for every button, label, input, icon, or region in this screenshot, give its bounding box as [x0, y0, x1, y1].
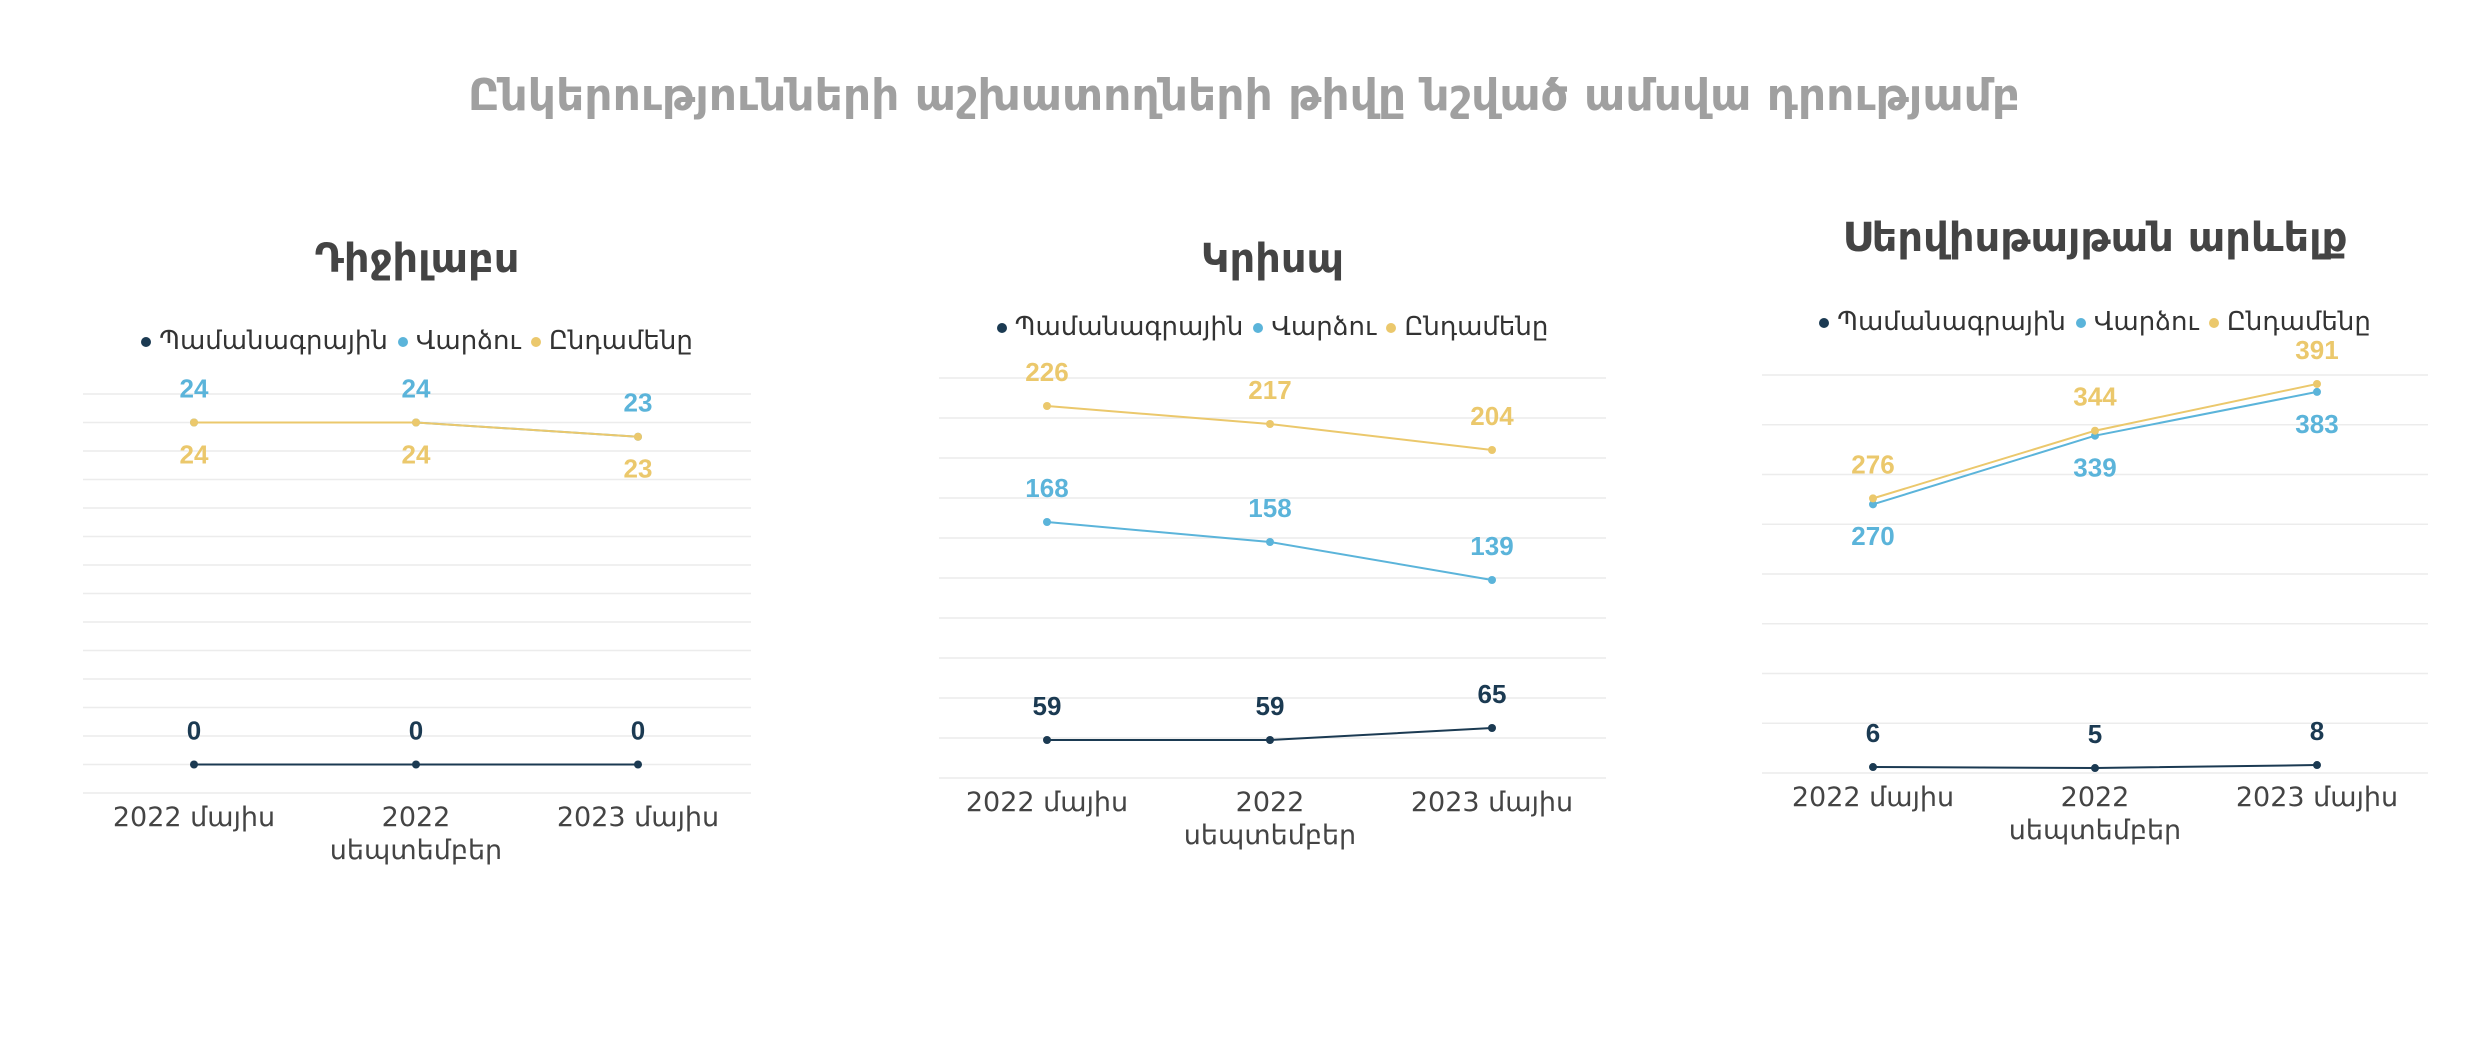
legend: Պամանագրային Վարձու Ընդամենը [1695, 307, 2488, 337]
legend-item: Ընդամենը [530, 326, 693, 356]
legend-label: Վարձու [1271, 312, 1377, 342]
legend-marker [530, 336, 541, 347]
legend-item: Պամանագրային [1819, 307, 2066, 337]
point [190, 760, 198, 769]
data-label: 344 [2073, 382, 2117, 412]
legend-label: Պամանագրային [159, 326, 388, 356]
legend-label: Ընդամենը [548, 326, 693, 356]
data-label: 5 [2088, 719, 2102, 749]
x-tick-label: 2023 մայիս [1410, 787, 1574, 818]
point [1266, 420, 1274, 428]
point [2313, 379, 2321, 388]
legend-item: Ընդամենը [2208, 307, 2371, 337]
chart-title: Կրիսպ [1200, 236, 1345, 282]
legend-item: Պամանագրային [996, 312, 1244, 342]
data-label: 59 [1033, 691, 1062, 721]
data-label: 23 [624, 388, 653, 418]
data-label: 339 [2073, 453, 2116, 483]
point [1043, 518, 1051, 526]
point [1869, 500, 1877, 509]
point [1488, 576, 1496, 584]
data-label: 0 [409, 715, 423, 745]
point [1869, 494, 1877, 503]
point [1043, 736, 1051, 744]
data-label: 158 [1248, 493, 1291, 523]
x-tick-label: 2022 մայիս [112, 802, 276, 833]
data-label: 226 [1025, 357, 1068, 387]
series-line [1046, 521, 1493, 581]
data-label: 65 [1478, 679, 1507, 709]
data-label: 168 [1025, 473, 1068, 503]
data-label: 391 [2295, 335, 2338, 365]
x-tick-label: 2022 սեպտեմբեր [329, 802, 503, 866]
data-label: 0 [631, 715, 645, 745]
data-label: 6 [1866, 718, 1880, 748]
chart-title: Դիջիլաբս [314, 236, 520, 282]
x-tick-label: 2022 մայիս [965, 787, 1129, 818]
point [190, 418, 198, 427]
legend: Պամանագրային Վարձու Ընդամենը [17, 326, 817, 356]
data-label: 204 [1470, 401, 1514, 431]
page-title: Ընկերությունների աշխատողների թիվը նշված … [467, 70, 2021, 121]
data-label: 24 [180, 439, 209, 469]
legend-item: Վարձու [2075, 307, 2199, 337]
data-label: 8 [2310, 716, 2324, 746]
legend-marker [141, 336, 152, 347]
point [1043, 402, 1051, 410]
legend-label: Ընդամենը [1404, 312, 1549, 342]
data-label: 270 [1851, 521, 1894, 551]
x-tick-label: 2023 մայիս [2235, 782, 2399, 813]
x-tick-label: 2022 սեպտեմբեր [1183, 787, 1357, 851]
data-label: 59 [1256, 691, 1285, 721]
legend-label: Պամանագրային [1014, 312, 1244, 342]
data-label: 24 [402, 439, 431, 469]
point [412, 760, 420, 769]
x-tick-label: 2022 սեպտեմբեր [2008, 782, 2182, 846]
legend: Պամանագրային Վարձու Ընդամենը [873, 312, 1673, 342]
legend-marker [1386, 322, 1397, 333]
legend-label: Վարձու [2093, 307, 2199, 337]
point [1488, 446, 1496, 454]
data-label: 23 [624, 454, 653, 484]
point [1488, 724, 1496, 732]
legend-label: Պամանագրային [1837, 307, 2066, 337]
series-line [1046, 405, 1493, 451]
point [2313, 761, 2321, 770]
legend-marker [2075, 317, 2086, 328]
point [1266, 736, 1274, 744]
data-label: 383 [2295, 409, 2338, 439]
data-label: 0 [187, 715, 201, 745]
legend-marker [397, 336, 408, 347]
data-label: 24 [180, 373, 209, 403]
legend-item: Ընդամենը [1386, 312, 1548, 342]
legend-item: Վարձու [1253, 312, 1376, 342]
chart-title: Սերվիսթայթան արևելք [1842, 215, 2348, 261]
legend-item: Պամանագրային [141, 326, 388, 356]
legend-marker [996, 322, 1007, 333]
data-label: 276 [1851, 449, 1894, 479]
point [2091, 764, 2099, 773]
x-tick-label: 2022 մայիս [1791, 782, 1955, 813]
data-label: 139 [1470, 531, 1513, 561]
point [412, 418, 420, 427]
data-label: 217 [1248, 375, 1291, 405]
legend-item: Վարձու [397, 326, 521, 356]
legend-marker [1253, 322, 1264, 333]
legend-label: Վարձու [415, 326, 521, 356]
data-label: 24 [402, 373, 431, 403]
x-tick-label: 2023 մայիս [556, 802, 720, 833]
legend-marker [1819, 317, 1830, 328]
point [2091, 426, 2099, 435]
point [1266, 538, 1274, 546]
point [634, 432, 642, 441]
legend-marker [2208, 317, 2219, 328]
point [1869, 763, 1877, 772]
point [634, 760, 642, 769]
legend-label: Ընդամենը [2226, 307, 2371, 337]
point [2313, 387, 2321, 396]
